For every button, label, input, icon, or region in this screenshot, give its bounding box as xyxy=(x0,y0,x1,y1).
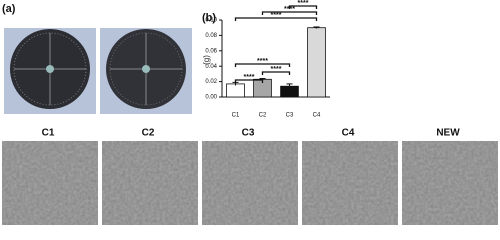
sem-texture xyxy=(202,141,298,225)
photo xyxy=(4,28,96,114)
significance-bracket xyxy=(261,71,291,75)
y-tick-label: 0.06 xyxy=(205,48,217,54)
significance-label: **** xyxy=(298,0,309,7)
significance-bracket xyxy=(234,63,291,67)
significance-label: **** xyxy=(244,74,255,81)
sem-texture xyxy=(2,141,98,225)
photo xyxy=(100,28,192,114)
sem-label: C1 xyxy=(42,128,55,139)
sem-texture xyxy=(402,141,498,225)
y-axis-label: (g) xyxy=(202,55,211,65)
significance-bracket xyxy=(288,5,318,9)
significance-bracket xyxy=(234,17,318,21)
bar xyxy=(226,83,245,98)
y-tick-label: 0.10 xyxy=(205,18,217,24)
y-tick-label: 0.02 xyxy=(205,79,217,85)
sem-texture xyxy=(102,141,198,225)
sem-label: C3 xyxy=(242,128,255,139)
x-tick-label: C4 xyxy=(313,113,321,119)
x-tick-label: C1 xyxy=(232,113,240,119)
sem-label: NEW xyxy=(436,128,460,139)
sem-label: C2 xyxy=(142,128,155,139)
x-tick-label: C2 xyxy=(259,113,267,119)
y-tick-label: 0.04 xyxy=(205,64,217,70)
sem-label: C4 xyxy=(342,128,355,139)
x-tick-label: C3 xyxy=(286,113,294,119)
significance-label: **** xyxy=(271,12,282,19)
y-tick-label: 0.08 xyxy=(205,33,217,39)
bar xyxy=(307,27,326,98)
significance-label: **** xyxy=(284,6,295,13)
figure: (a) (b) (g) 0.00 0.02 0.04 0.06 0.08 0.10 C1 C2… xyxy=(2,0,498,225)
panel-label: (a) xyxy=(2,3,16,15)
significance-label: **** xyxy=(257,58,268,65)
significance-bracket xyxy=(261,11,318,15)
sem-texture xyxy=(302,141,398,225)
panel-label: (b) xyxy=(202,12,216,24)
y-tick-label: 0.00 xyxy=(205,95,217,101)
significance-bracket xyxy=(234,79,264,83)
significance-label: **** xyxy=(271,66,282,73)
